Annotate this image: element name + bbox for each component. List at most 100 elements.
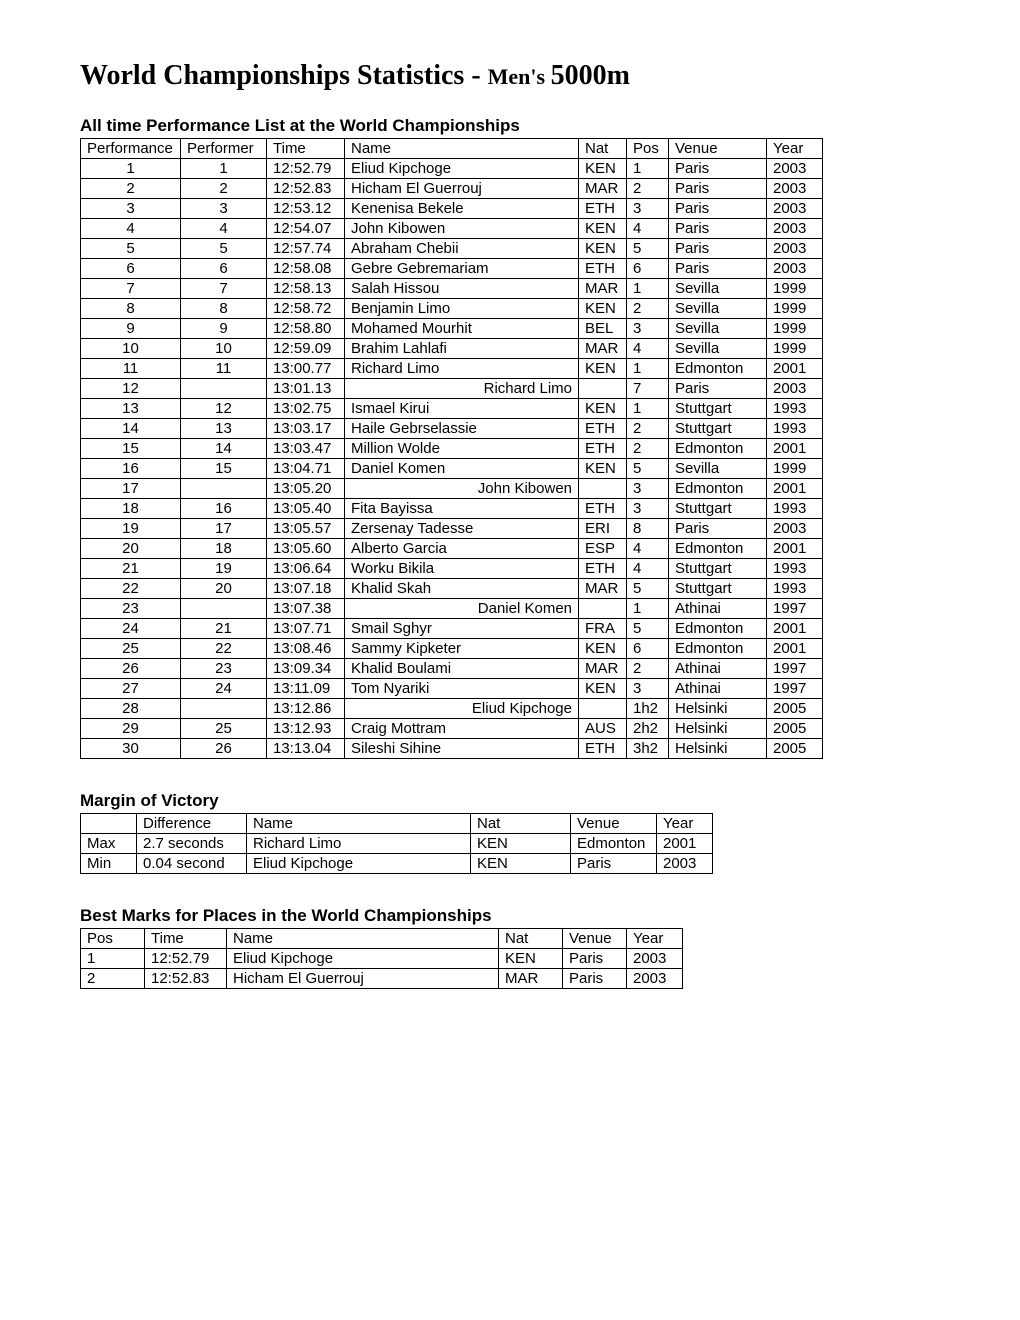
table-cell: Stuttgart [669, 579, 767, 599]
table-cell: 12:57.74 [267, 239, 345, 259]
best-col-header: Name [227, 929, 499, 949]
table-cell: Million Wolde [345, 439, 579, 459]
table-cell: 12:52.79 [267, 159, 345, 179]
table-cell: KEN [499, 949, 563, 969]
table-cell: Paris [669, 519, 767, 539]
table-cell [579, 699, 627, 719]
table-cell: 2001 [767, 359, 823, 379]
table-cell: 5 [627, 579, 669, 599]
table-cell: 1h2 [627, 699, 669, 719]
table-cell: Craig Mottram [345, 719, 579, 739]
table-cell: ETH [579, 499, 627, 519]
table-cell: 13:03.17 [267, 419, 345, 439]
table-cell: 1999 [767, 459, 823, 479]
table-cell: Zersenay Tadesse [345, 519, 579, 539]
table-cell: Helsinki [669, 699, 767, 719]
table-cell: Eliud Kipchoge [345, 159, 579, 179]
table-cell: 2 [627, 179, 669, 199]
table-cell: 13 [81, 399, 181, 419]
table-cell: 1997 [767, 659, 823, 679]
table-cell: 1 [627, 159, 669, 179]
table-cell: Hicham El Guerrouj [345, 179, 579, 199]
table-cell: 8 [181, 299, 267, 319]
table-cell: 1 [627, 359, 669, 379]
table-cell: 3 [627, 319, 669, 339]
table-cell: 25 [81, 639, 181, 659]
table-cell: Haile Gebrselassie [345, 419, 579, 439]
table-row: 131213:02.75Ismael KiruiKEN1Stuttgart199… [81, 399, 823, 419]
table-cell: 2001 [657, 834, 713, 854]
table-cell: 12:52.79 [145, 949, 227, 969]
table-cell: 2.7 seconds [137, 834, 247, 854]
table-cell: Worku Bikila [345, 559, 579, 579]
table-cell: 26 [181, 739, 267, 759]
table-cell: 4 [181, 219, 267, 239]
table-cell: 13:07.71 [267, 619, 345, 639]
table-cell: 2 [81, 179, 181, 199]
table-cell: 8 [627, 519, 669, 539]
table-cell: FRA [579, 619, 627, 639]
table-row: 101012:59.09Brahim LahlafiMAR4Sevilla199… [81, 339, 823, 359]
table-cell: 12:52.83 [145, 969, 227, 989]
table-cell: 2 [81, 969, 145, 989]
table-cell: 3 [627, 499, 669, 519]
table-cell: 1 [181, 159, 267, 179]
table-cell: 1997 [767, 679, 823, 699]
table-row: 211913:06.64Worku BikilaETH4Stuttgart199… [81, 559, 823, 579]
table-cell: Sevilla [669, 459, 767, 479]
table-cell: KEN [579, 219, 627, 239]
table-cell: ETH [579, 199, 627, 219]
table-cell: 13:01.13 [267, 379, 345, 399]
table-cell: KEN [579, 299, 627, 319]
table-cell: 13:09.34 [267, 659, 345, 679]
table-cell: Sevilla [669, 299, 767, 319]
table-cell: KEN [579, 359, 627, 379]
table-cell: Abraham Chebii [345, 239, 579, 259]
table-cell: 2003 [767, 219, 823, 239]
table-cell: 2001 [767, 639, 823, 659]
table-cell: 19 [81, 519, 181, 539]
page-title: World Championships Statistics - Men's 5… [80, 60, 940, 92]
table-cell: ETH [579, 419, 627, 439]
table-cell: 30 [81, 739, 181, 759]
table-cell: 20 [181, 579, 267, 599]
table-cell: ETH [579, 439, 627, 459]
table-cell: 13:07.18 [267, 579, 345, 599]
table-cell: Paris [669, 159, 767, 179]
table-cell: Benjamin Limo [345, 299, 579, 319]
table-cell: 3h2 [627, 739, 669, 759]
table-cell: MAR [579, 279, 627, 299]
table-cell: 13:05.57 [267, 519, 345, 539]
table-cell: 9 [81, 319, 181, 339]
table-cell: 13:02.75 [267, 399, 345, 419]
table-cell: Eliud Kipchoge [227, 949, 499, 969]
table-cell: Athinai [669, 679, 767, 699]
table-cell: 10 [181, 339, 267, 359]
table-row: 242113:07.71Smail SghyrFRA5Edmonton2001 [81, 619, 823, 639]
table-cell: 4 [627, 559, 669, 579]
table-row: 161513:04.71Daniel KomenKEN5Sevilla1999 [81, 459, 823, 479]
table-cell [181, 699, 267, 719]
table-cell: 5 [181, 239, 267, 259]
table-row: 151413:03.47Million WoldeETH2Edmonton200… [81, 439, 823, 459]
table-row: 212:52.83Hicham El GuerroujMARParis2003 [81, 969, 683, 989]
table-cell: 2005 [767, 739, 823, 759]
table-cell: 3 [181, 199, 267, 219]
table-cell: Sileshi Sihine [345, 739, 579, 759]
table-cell: 17 [181, 519, 267, 539]
table-cell: Athinai [669, 659, 767, 679]
table-cell: 14 [181, 439, 267, 459]
table-cell: 18 [81, 499, 181, 519]
table-cell: Paris [563, 949, 627, 969]
table-cell: ERI [579, 519, 627, 539]
table-cell: Edmonton [669, 619, 767, 639]
table-cell: MAR [579, 179, 627, 199]
table-cell: 2001 [767, 619, 823, 639]
table-cell: 3 [627, 679, 669, 699]
best-col-header: Venue [563, 929, 627, 949]
table-cell: 3 [81, 199, 181, 219]
table-cell: 1 [81, 159, 181, 179]
table-cell: 15 [181, 459, 267, 479]
table-row: Max2.7 secondsRichard LimoKENEdmonton200… [81, 834, 713, 854]
table-cell: ESP [579, 539, 627, 559]
